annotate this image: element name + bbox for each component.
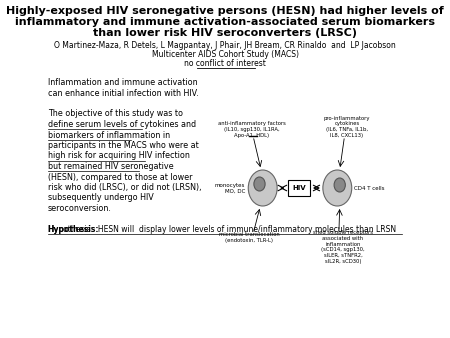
Text: monocytes
MO, DC: monocytes MO, DC (215, 183, 245, 193)
Text: Hypothesis:  HESN will  display lower levels of immune/inflammatory molecules th: Hypothesis: HESN will display lower leve… (48, 225, 396, 234)
Text: Multicenter AIDS Cohort Study (MACS): Multicenter AIDS Cohort Study (MACS) (152, 50, 298, 59)
Text: (HESN), compared to those at lower: (HESN), compared to those at lower (48, 172, 192, 182)
Text: microbial translocation
(endotoxin, TLR-L): microbial translocation (endotoxin, TLR-… (219, 232, 279, 243)
Text: than lower risk HIV seroconverters (LRSC): than lower risk HIV seroconverters (LRSC… (93, 28, 357, 38)
Text: subsequently undergo HIV: subsequently undergo HIV (48, 193, 153, 202)
Text: CD4 T cells: CD4 T cells (354, 186, 385, 191)
Text: HIV: HIV (292, 185, 306, 191)
Text: biomarkers of inflammation in: biomarkers of inflammation in (48, 130, 170, 140)
Circle shape (323, 170, 352, 206)
Text: The objective of this study was to: The objective of this study was to (48, 110, 183, 119)
Text: O Martinez-Maza, R Detels, L Magpantay, J Phair, JH Bream, CR Rinaldo  and  LP J: O Martinez-Maza, R Detels, L Magpantay, … (54, 41, 396, 50)
Text: no conflict of interest: no conflict of interest (184, 59, 266, 68)
Circle shape (248, 170, 277, 206)
Text: risk who did (LRSC), or did not (LRSN),: risk who did (LRSC), or did not (LRSN), (48, 183, 201, 192)
Text: shed soluble receptors
associated with
inflammation
(sCD14, sgp130,
sILER, sTNFR: shed soluble receptors associated with i… (313, 230, 373, 264)
Text: participants in the MACS who were at: participants in the MACS who were at (48, 141, 198, 150)
Text: pro-inflammatory
cytokines
(IL6, TNFa, IL1b,
IL8, CXCL13): pro-inflammatory cytokines (IL6, TNFa, I… (324, 116, 370, 138)
FancyBboxPatch shape (288, 180, 310, 196)
Text: inflammatory and immune activation-associated serum biomarkers: inflammatory and immune activation-assoc… (15, 17, 435, 27)
Text: can enhance initial infection with HIV.: can enhance initial infection with HIV. (48, 89, 198, 97)
Text: define serum levels of cytokines and: define serum levels of cytokines and (48, 120, 196, 129)
Circle shape (254, 177, 265, 191)
Text: Hypothesis:: Hypothesis: (48, 225, 99, 234)
Text: seroconversion.: seroconversion. (48, 204, 112, 213)
Text: but remained HIV seronegative: but remained HIV seronegative (48, 162, 173, 171)
Text: Inflammation and immune activation: Inflammation and immune activation (48, 78, 198, 87)
Text: Highly-exposed HIV seronegative persons (HESN) had higher levels of: Highly-exposed HIV seronegative persons … (6, 6, 444, 16)
Text: anti-inflammatory factors
(IL10, sgp130, IL1RA,
Apo-A1, HDL): anti-inflammatory factors (IL10, sgp130,… (217, 121, 285, 138)
Circle shape (334, 178, 345, 192)
Text: high risk for acquiring HIV infection: high risk for acquiring HIV infection (48, 151, 189, 161)
